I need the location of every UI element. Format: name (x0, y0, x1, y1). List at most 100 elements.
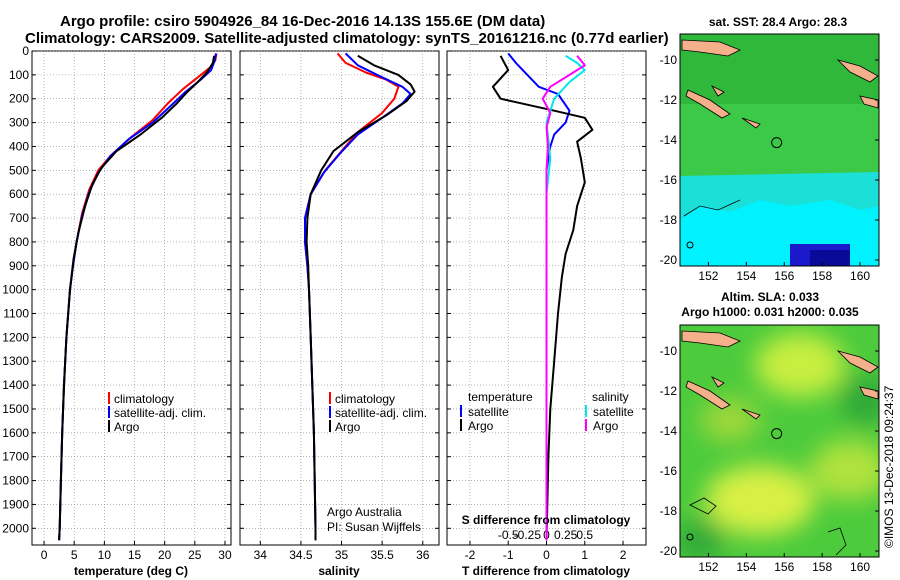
map-lon-tick-label: 154 (736, 269, 756, 283)
sla-anomaly-blob (840, 375, 879, 425)
map-lat-tick-label: -18 (660, 504, 678, 518)
coastlines (681, 330, 879, 420)
map-lon-tick-label: 154 (736, 560, 756, 574)
map-lat-tick-label: -20 (660, 544, 678, 558)
depth-tick-label: 1000 (2, 283, 29, 297)
grid-layer (32, 50, 646, 545)
map-lat-tick-label: -10 (660, 344, 678, 358)
x-tick-label: 2 (620, 548, 627, 562)
map-lon-tick-label: 160 (850, 269, 870, 283)
depth-tick-label: 1200 (2, 330, 29, 344)
sla-map-title2: Argo h1000: 0.031 h2000: 0.035 (681, 305, 859, 319)
s-difference-tick-label: -0.5 (498, 528, 519, 542)
x-tick-label: 15 (128, 548, 142, 562)
sla-map-frame (679, 324, 880, 558)
legend-title-temperature: temperature (468, 390, 533, 404)
series-line-climatology (58, 53, 218, 541)
map-lon-tick-label: 156 (774, 269, 794, 283)
x-tick-label: -1 (503, 548, 514, 562)
x-tick-label: 10 (98, 548, 112, 562)
depth-tick-label: 1700 (2, 450, 29, 464)
depth-tick-label: 1300 (2, 354, 29, 368)
salinity-tick-labels: 34 34.5 35 35.5 36 (254, 548, 430, 562)
map-lat-tick-label: -18 (660, 213, 678, 227)
x-tick-label: 0 (543, 548, 550, 562)
x-tick-label: 1 (581, 548, 588, 562)
map-lat-tick-label: -16 (660, 173, 678, 187)
sst-contour-line (683, 199, 741, 217)
map-lat-tick-label: -14 (660, 133, 678, 147)
sst-map-title: sat. SST: 28.4 Argo: 28.3 (709, 15, 848, 29)
map-lat-tick-label: -12 (660, 384, 678, 398)
sla-map-ticks: 152 154 156 158 160 -10 -12 -14 -16 -18 -20 (660, 344, 879, 574)
sla-map (680, 325, 879, 557)
map-lat-tick-label: -14 (660, 424, 678, 438)
figure-title-line1: Argo profile: csiro 5904926_84 16-Dec-20… (60, 13, 545, 30)
legend-label-t-argo: Argo (468, 419, 494, 433)
sst-map (680, 34, 879, 266)
coastlines (681, 39, 879, 129)
x-tick-label: 35.5 (370, 548, 394, 562)
depth-tick-labels: 0 100 200 300 400 500 600 700 800 900 1000 1100 1200… (2, 44, 29, 535)
map-lon-tick-label: 156 (774, 560, 794, 574)
legend-label-climatology: climatology (114, 392, 174, 406)
depth-tick-label: 800 (9, 235, 29, 249)
legend-label-argo: Argo (335, 420, 361, 434)
legend-label-s-argo: Argo (593, 419, 619, 433)
float-position-marker (771, 137, 783, 149)
x-tick-label: 36 (416, 548, 430, 562)
x-tick-label: 35 (335, 548, 349, 562)
series-layer (58, 52, 594, 541)
legend-label-satellite: satellite-adj. clim. (335, 406, 427, 420)
salinity-axis-label: salinity (318, 564, 360, 578)
legend-label-t-satellite: satellite (468, 405, 509, 419)
s-difference-tick-label: 0.25 (554, 528, 578, 542)
t-difference-tick-labels: -2 -1 0 1 2 (465, 548, 627, 562)
temperature-legend: climatology satellite-adj. clim. Argo (108, 392, 206, 434)
sla-anomaly-blob (755, 333, 845, 397)
temperature-axis-label: temperature (deg C) (74, 564, 188, 578)
sla-contour-line (689, 497, 717, 515)
depth-tick-label: 1500 (2, 402, 29, 416)
depth-tick-label: 200 (9, 92, 29, 106)
map-lat-tick-label: -16 (660, 464, 678, 478)
series-line-s-argo (541, 55, 586, 541)
depth-tick-label: 1900 (2, 497, 29, 511)
x-tick-label: 5 (71, 548, 78, 562)
sst-coldest-pixels-2 (810, 250, 850, 266)
map-lon-tick-label: 158 (812, 269, 832, 283)
s-difference-tick-label: -0.25 (514, 528, 542, 542)
series-line-climatology (304, 52, 400, 541)
reference-marker (686, 241, 694, 249)
depth-tick-label: 100 (9, 68, 29, 82)
credit-line2: PI: Susan Wijffels (327, 520, 421, 534)
legend-label-satellite: satellite-adj. clim. (114, 406, 206, 420)
imos-timestamp: ©IMOS 13-Dec-2018 09:24:37 (882, 385, 896, 548)
figure-title-line2: Climatology: CARS2009. Satellite-adjuste… (25, 30, 669, 47)
depth-tick-label: 0 (22, 44, 29, 58)
x-tick-label: 20 (158, 548, 172, 562)
float-position-marker (771, 428, 783, 440)
depth-tick-label: 600 (9, 187, 29, 201)
reference-marker (686, 533, 694, 541)
sst-map-ticks: 152 154 156 158 160 -10 -12 -14 -16 -18 -20 (660, 53, 879, 283)
depth-tick-label: 1800 (2, 474, 29, 488)
series-line-t-argo (491, 55, 594, 541)
map-lon-tick-label: 152 (698, 560, 718, 574)
sla-anomaly-blob (705, 465, 815, 535)
x-tick-label: 25 (188, 548, 202, 562)
s-difference-tick-label: 0.5 (576, 528, 593, 542)
depth-tick-label: 400 (9, 139, 29, 153)
legend-label-s-satellite: satellite (593, 405, 634, 419)
sst-map-frame (679, 33, 880, 267)
x-tick-label: -2 (465, 548, 476, 562)
map-lon-tick-label: 160 (850, 560, 870, 574)
sla-map-title1: Altim. SLA: 0.033 (721, 290, 819, 304)
salinity-panel-frame (239, 50, 440, 546)
series-line-argo (305, 54, 416, 541)
depth-tick-label: 2000 (2, 521, 29, 535)
map-lat-tick-label: -10 (660, 53, 678, 67)
map-lon-tick-label: 158 (812, 560, 832, 574)
depth-tick-label: 1100 (3, 307, 29, 321)
